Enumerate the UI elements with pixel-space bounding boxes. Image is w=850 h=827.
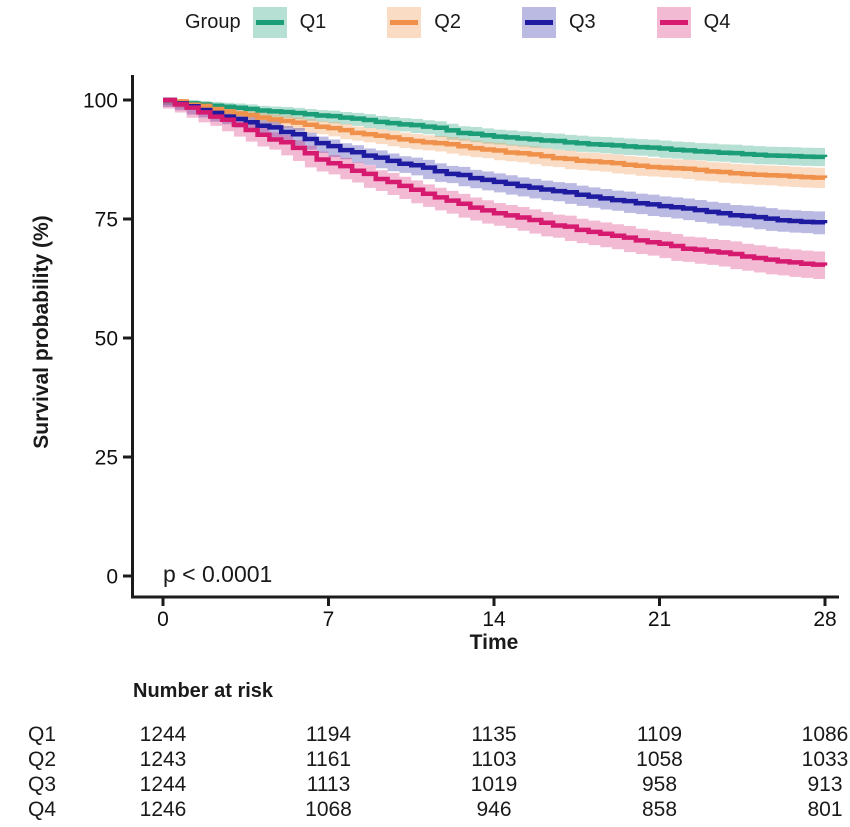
legend-item-label: Q1 — [299, 10, 327, 33]
risk-count: 1244 — [139, 773, 187, 796]
legend-key-swatch — [252, 6, 287, 38]
y-tick-label: 0 — [106, 566, 118, 589]
p-value-annotation: p < 0.0001 — [163, 561, 273, 587]
ci-band-q3 — [163, 100, 825, 235]
legend-title: Group — [185, 10, 241, 33]
y-tick-label: 25 — [95, 447, 118, 470]
x-tick-label: 14 — [482, 608, 506, 631]
y-tick-label: 75 — [95, 209, 118, 232]
legend-item-q1: Q1 — [252, 6, 327, 38]
legend-key-swatch — [387, 6, 422, 38]
risk-count: 946 — [476, 798, 512, 821]
y-axis-label: Survival probability (%) — [30, 215, 53, 449]
x-tick-label: 21 — [648, 608, 671, 631]
legend-key-line — [390, 19, 419, 25]
legend-key-line — [255, 19, 284, 25]
risk-count: 1135 — [471, 723, 517, 746]
legend-item-q2: Q2 — [387, 6, 461, 38]
risk-row-label: Q3 — [28, 773, 57, 796]
y-tick-label: 50 — [95, 328, 118, 351]
risk-count: 958 — [641, 773, 678, 796]
legend-key-line — [524, 19, 553, 25]
risk-count: 1086 — [801, 723, 849, 746]
x-tick-label: 28 — [813, 608, 836, 631]
risk-row-q4: Q4 1246 1068 946 858 801 — [0, 798, 850, 823]
legend-key-swatch — [656, 6, 691, 38]
risk-count: 1113 — [306, 773, 351, 796]
x-axis-label: Time — [469, 631, 519, 654]
x-tick-label: 7 — [323, 608, 335, 631]
survival-curve-q2 — [163, 97, 828, 180]
chart-legend: Group Q1 Q2 Q3 Q4 — [0, 0, 850, 44]
risk-row-q2: Q2 1243 1161 1103 1058 1033 — [0, 748, 850, 773]
risk-count: 1246 — [139, 798, 187, 821]
survival-curve-q4 — [163, 97, 828, 267]
risk-count: 858 — [641, 798, 678, 821]
survival-plot: 0 25 50 75 100 0 7 14 21 28 — [83, 75, 839, 631]
risk-row-q3: Q3 1244 1113 1019 958 913 — [0, 773, 850, 798]
y-tick-label: 100 — [83, 90, 118, 113]
risk-count: 1161 — [305, 748, 352, 771]
risk-count: 1243 — [139, 748, 187, 771]
risk-count: 1019 — [470, 773, 518, 796]
risk-table-title: Number at risk — [133, 680, 274, 702]
risk-count: 1194 — [305, 723, 352, 746]
x-tick-label: 0 — [157, 608, 169, 631]
risk-count: 801 — [807, 798, 843, 821]
ci-band-q4 — [163, 100, 825, 279]
legend-key-swatch — [521, 6, 556, 38]
risk-count: 1103 — [471, 748, 517, 771]
risk-row-label: Q4 — [28, 798, 57, 821]
risk-count: 1109 — [636, 723, 683, 746]
risk-count: 1058 — [636, 748, 683, 771]
risk-row-label: Q2 — [28, 748, 57, 771]
legend-item-label: Q3 — [568, 10, 596, 33]
legend-key-line — [659, 19, 688, 25]
legend-item-q3: Q3 — [521, 6, 596, 38]
risk-row-label: Q1 — [28, 723, 57, 746]
risk-row-q1: Q1 1244 1194 1135 1109 1086 — [0, 723, 850, 748]
legend-item-label: Q2 — [434, 10, 461, 33]
survival-curve-q1 — [163, 97, 828, 160]
survival-curve-q3 — [163, 97, 828, 225]
legend-item-q4: Q4 — [656, 6, 731, 38]
risk-count: 1068 — [305, 798, 352, 821]
legend-items: Q1 Q2 Q3 Q4 — [252, 6, 792, 38]
risk-count: 913 — [807, 773, 843, 796]
risk-count: 1033 — [801, 748, 849, 771]
risk-count: 1244 — [139, 723, 187, 746]
legend-item-label: Q4 — [703, 10, 731, 33]
